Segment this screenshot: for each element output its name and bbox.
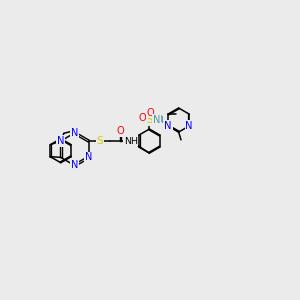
Text: N: N <box>71 128 78 138</box>
Text: O: O <box>139 113 147 123</box>
Text: NH: NH <box>124 136 138 146</box>
Text: O: O <box>147 108 154 118</box>
Text: N: N <box>153 115 160 125</box>
Text: H: H <box>157 116 164 124</box>
Text: S: S <box>146 115 153 125</box>
Text: O: O <box>117 126 124 136</box>
Text: H: H <box>155 115 162 124</box>
Text: S: S <box>97 136 104 146</box>
Text: N: N <box>57 136 64 146</box>
Text: N: N <box>85 152 92 162</box>
Text: N: N <box>164 121 172 131</box>
Text: N: N <box>71 160 78 170</box>
Text: N: N <box>185 121 193 131</box>
